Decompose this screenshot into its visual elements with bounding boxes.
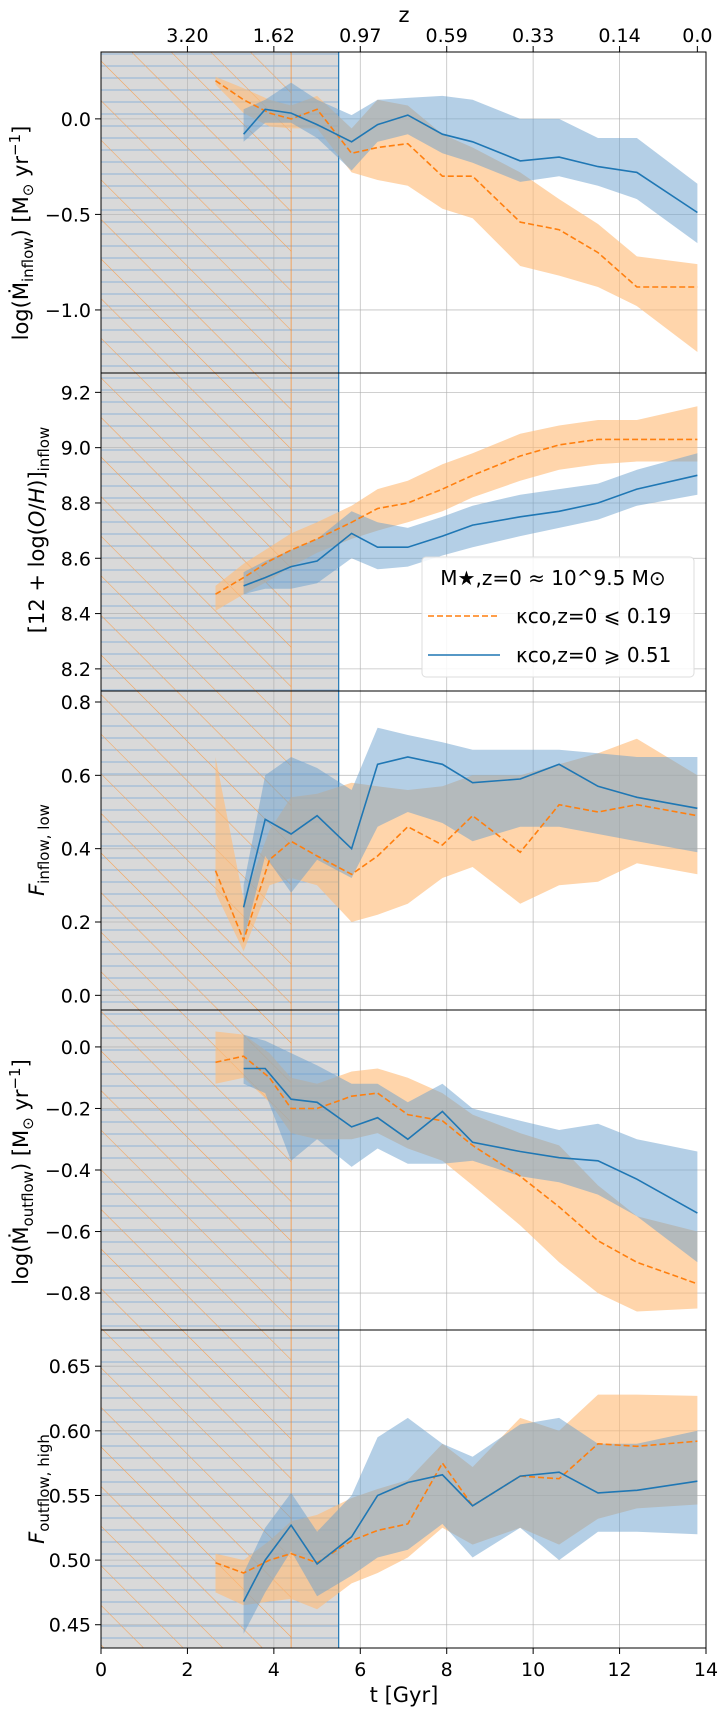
- series-line-high: [242, 1471, 698, 1602]
- y-tick-label: 0.2: [61, 912, 91, 934]
- top-axis-label: z: [398, 3, 409, 27]
- x-tick-label: 6: [354, 1659, 366, 1681]
- x-tick-label: 2: [181, 1659, 193, 1681]
- data-layer: [215, 76, 698, 353]
- legend-box: [421, 556, 695, 678]
- series-line-high: [242, 756, 698, 908]
- top-tick-label: 0.97: [339, 25, 381, 47]
- x-tick-label: 8: [441, 1659, 453, 1681]
- legend-entry-high: κco,z=0 ⩾ 0.51: [516, 643, 671, 667]
- top-tick-label: 0.0: [682, 25, 712, 47]
- top-tick-label: 1.62: [253, 25, 295, 47]
- y-tick-label: 0.0: [61, 1037, 91, 1059]
- y-tick-label: 0.50: [49, 1550, 91, 1572]
- panel-mdot-inflow: log(Ṁinflow) [M⊙ yr−1] 0.0 −0.5 −1.0: [6, 51, 707, 374]
- legend-entry-low: κco,z=0 ⩽ 0.19: [516, 604, 671, 628]
- y-tick-label: −0.2: [45, 1098, 91, 1120]
- panel-f-inflow-low: Finflow, low 0.8 0.6 0.4 0.2 0.0: [25, 690, 707, 1011]
- band-high-high: [243, 1034, 698, 1263]
- y-tick-label: 8.8: [61, 493, 91, 515]
- panel-frame: [100, 1329, 707, 1649]
- x-tick-label: 0: [95, 1659, 107, 1681]
- band-coz-high: [243, 453, 698, 595]
- series-line-high: [242, 108, 698, 214]
- ylabel-mdot-outflow: log(Ṁoutflow) [M⊙ yr−1]: [6, 1059, 37, 1285]
- top-tick-label: 0.14: [598, 25, 640, 47]
- series-line-low: [214, 803, 698, 943]
- y-tick-label: −0.6: [45, 1222, 91, 1244]
- y-tick-label: 0.4: [61, 839, 91, 861]
- y-tick-label: 8.2: [61, 659, 91, 681]
- data-layer: [215, 1031, 698, 1312]
- ylabel-f-inflow-low: Finflow, low: [25, 804, 53, 896]
- ylabel-metallicity-inflow: [12 + log(O/H)]inflow: [25, 427, 53, 633]
- x-axis-ticks: 0 2 4 6 8 10 12 14: [95, 1659, 718, 1681]
- y-tick-label: −0.4: [45, 1160, 91, 1182]
- series-line-high: [243, 474, 698, 587]
- y-tick-label: 0.45: [49, 1615, 91, 1637]
- series-line-low: [215, 80, 698, 288]
- x-tick-label: 10: [521, 1659, 545, 1681]
- series-line-high: [243, 1067, 698, 1214]
- band-high-high: [243, 727, 698, 941]
- y-tick-label: 0.0: [61, 985, 91, 1007]
- y-tick-label: 0.8: [61, 692, 91, 714]
- panel-mdot-outflow: log(Ṁoutflow) [M⊙ yr−1] 0.0 −0.2 −0.4 −0.6 −…: [6, 1009, 707, 1331]
- top-tick-label: 3.20: [166, 25, 208, 47]
- y-tick-label: 9.2: [61, 382, 91, 404]
- series-line-low: [215, 1055, 698, 1285]
- y-tick-label: 0.65: [49, 1356, 91, 1378]
- y-tick-label: −1.0: [45, 300, 91, 322]
- top-tick-label: 0.33: [512, 25, 554, 47]
- x-tick-label: 12: [607, 1659, 631, 1681]
- y-tick-label: 0.55: [49, 1485, 91, 1507]
- data-layer: [215, 406, 698, 611]
- legend-title: M★,z=0 ≈ 10^9.5 M⊙: [440, 566, 665, 590]
- band-high-high: [243, 1417, 698, 1634]
- series-line-low: [215, 1440, 698, 1574]
- x-tick-label: 14: [694, 1659, 718, 1681]
- hatch-diagonal: [101, 373, 292, 691]
- data-layer: [215, 1394, 698, 1634]
- top-tick-label: 0.59: [426, 25, 468, 47]
- x-axis-label: t [Gyr]: [370, 1683, 439, 1707]
- y-tick-label: −0.8: [45, 1283, 91, 1305]
- y-tick-label: 8.4: [61, 604, 91, 626]
- ylabel-f-outflow-high: Foutflow, high: [25, 1434, 53, 1544]
- ylabel-mdot-inflow: log(Ṁinflow) [M⊙ yr−1]: [6, 126, 37, 341]
- band-high-high: [243, 82, 698, 244]
- y-tick-label: 0.0: [61, 109, 91, 131]
- y-tick-label: 9.0: [61, 438, 91, 460]
- panel-metallicity-inflow: [12 + log(O/H)]inflow 9.2 9.0 8.8 8.6 8.4 8.2: [25, 372, 707, 692]
- band-coz-low: [215, 406, 698, 611]
- data-layer: [214, 727, 698, 952]
- y-tick-label: 8.6: [61, 548, 91, 570]
- x-tick-label: 4: [268, 1659, 280, 1681]
- y-tick-label: 0.6: [61, 765, 91, 787]
- legend: M★,z=0 ≈ 10^9.5 M⊙ κco,z=0 ⩽ 0.19 κco,z=…: [421, 556, 695, 678]
- y-tick-label: −0.5: [45, 204, 91, 226]
- y-tick-label: 0.60: [49, 1421, 91, 1443]
- top-axis-ticks: 3.20 1.62 0.97 0.59 0.33 0.14 0.0: [166, 25, 712, 52]
- panel-f-outflow-high: Foutflow, high 0.65 0.60 0.55 0.50 0.45: [25, 1329, 707, 1654]
